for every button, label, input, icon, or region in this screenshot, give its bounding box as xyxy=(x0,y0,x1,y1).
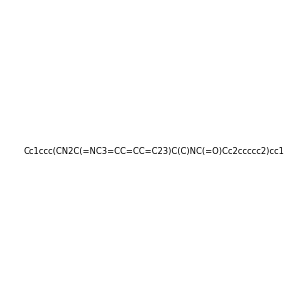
Text: Cc1ccc(CN2C(=NC3=CC=CC=C23)C(C)NC(=O)Cc2ccccc2)cc1: Cc1ccc(CN2C(=NC3=CC=CC=C23)C(C)NC(=O)Cc2… xyxy=(23,147,284,156)
